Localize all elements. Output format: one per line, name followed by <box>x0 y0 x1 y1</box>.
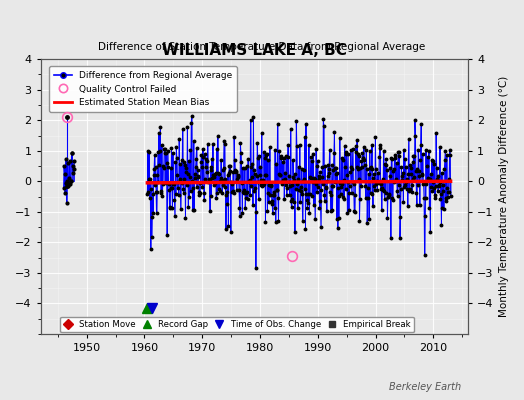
Legend: Station Move, Record Gap, Time of Obs. Change, Empirical Break: Station Move, Record Gap, Time of Obs. C… <box>60 316 414 332</box>
Text: Difference of Station Temperature Data from Regional Average: Difference of Station Temperature Data f… <box>99 42 425 52</box>
Text: Berkeley Earth: Berkeley Earth <box>389 382 461 392</box>
Title: WILLIAMS LAKE A, BC: WILLIAMS LAKE A, BC <box>162 43 347 58</box>
Y-axis label: Monthly Temperature Anomaly Difference (°C): Monthly Temperature Anomaly Difference (… <box>499 76 509 317</box>
